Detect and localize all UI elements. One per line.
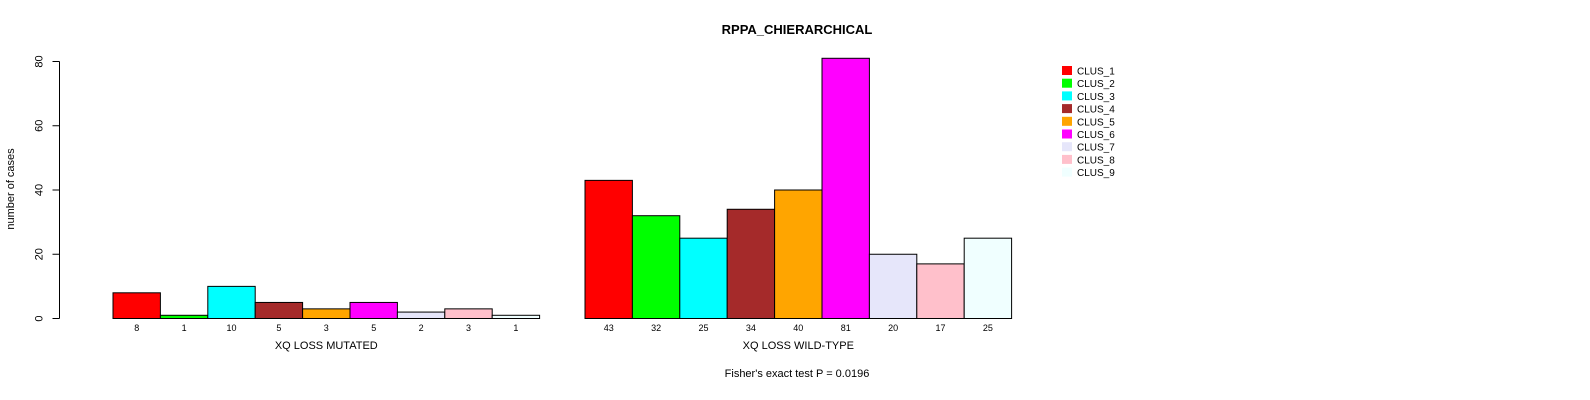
bar-clus-3 xyxy=(679,237,728,319)
y-tick-label: 20 xyxy=(34,248,46,260)
bar-clus-9 xyxy=(963,237,1013,319)
bar-count-label: 1 xyxy=(513,323,518,333)
bar-count-label: 81 xyxy=(841,323,851,333)
bar-clus-7 xyxy=(396,311,446,320)
legend-swatch xyxy=(1062,91,1072,101)
bar-clus-6 xyxy=(349,301,398,319)
legend-label: CLUS_5 xyxy=(1077,117,1115,128)
legend-swatch xyxy=(1062,154,1072,164)
bar-count-label: 32 xyxy=(651,323,661,333)
bar-count-label: 17 xyxy=(935,323,945,333)
bar-count-label: 1 xyxy=(182,323,187,333)
bar-count-label: 10 xyxy=(226,323,236,333)
legend-label: CLUS_4 xyxy=(1077,105,1115,116)
bar-count-label: 34 xyxy=(746,323,756,333)
legend-swatch xyxy=(1062,66,1072,75)
y-tick-label: 80 xyxy=(34,55,46,67)
bar-clus-2 xyxy=(159,314,209,320)
y-tick-label: 40 xyxy=(34,184,46,196)
legend-label: CLUS_7 xyxy=(1077,143,1115,154)
legend-swatch xyxy=(1062,78,1072,88)
bar-count-label: 5 xyxy=(276,323,281,333)
bar-count-label: 2 xyxy=(419,323,424,333)
bar-clus-3 xyxy=(207,285,256,319)
bar-clus-9 xyxy=(491,314,541,320)
bar-count-label: 25 xyxy=(698,323,708,333)
legend-swatch xyxy=(1062,142,1072,152)
bar-clus-1 xyxy=(112,292,161,319)
bar-count-label: 40 xyxy=(793,323,803,333)
y-tick-label: 0 xyxy=(34,315,46,321)
fisher-test-footnote: Fisher's exact test P = 0.0196 xyxy=(725,368,870,380)
bar-clus-5 xyxy=(302,308,351,319)
bar-count-label: 3 xyxy=(324,323,329,333)
y-tick-label: 60 xyxy=(34,120,46,132)
bar-clus-4 xyxy=(726,208,776,319)
bar-clus-7 xyxy=(868,253,918,319)
legend-label: CLUS_9 xyxy=(1077,168,1115,179)
group-label: XQ LOSS WILD-TYPE xyxy=(743,340,854,352)
bar-clus-5 xyxy=(774,189,823,319)
bar-clus-6 xyxy=(821,57,870,319)
bar-count-label: 3 xyxy=(466,323,471,333)
bar-count-label: 8 xyxy=(134,323,139,333)
chart-title: RPPA_CHIERARCHICAL xyxy=(722,22,873,37)
bar-clus-8 xyxy=(916,263,965,320)
bar-clus-2 xyxy=(631,215,681,319)
legend-label: CLUS_2 xyxy=(1077,79,1115,90)
y-axis-label: number of cases xyxy=(5,148,17,230)
bar-clus-1 xyxy=(584,179,633,319)
legend-swatch xyxy=(1062,104,1072,114)
group-label: XQ LOSS MUTATED xyxy=(275,340,378,352)
legend-label: CLUS_3 xyxy=(1077,92,1115,103)
bar-count-label: 25 xyxy=(983,323,993,333)
legend-label: CLUS_6 xyxy=(1077,130,1115,141)
legend-swatch xyxy=(1062,167,1072,177)
legend-label: CLUS_1 xyxy=(1077,67,1115,78)
legend-swatch xyxy=(1062,116,1072,126)
bar-count-label: 5 xyxy=(371,323,376,333)
legend-label: CLUS_8 xyxy=(1077,155,1115,166)
bar-count-label: 20 xyxy=(888,323,898,333)
legend-swatch xyxy=(1062,129,1072,139)
y-axis: 0 20 40 60 80 xyxy=(34,55,60,322)
bar-clus-8 xyxy=(444,308,493,319)
bar-count-label: 43 xyxy=(604,323,614,333)
bar-clus-4 xyxy=(254,301,304,319)
